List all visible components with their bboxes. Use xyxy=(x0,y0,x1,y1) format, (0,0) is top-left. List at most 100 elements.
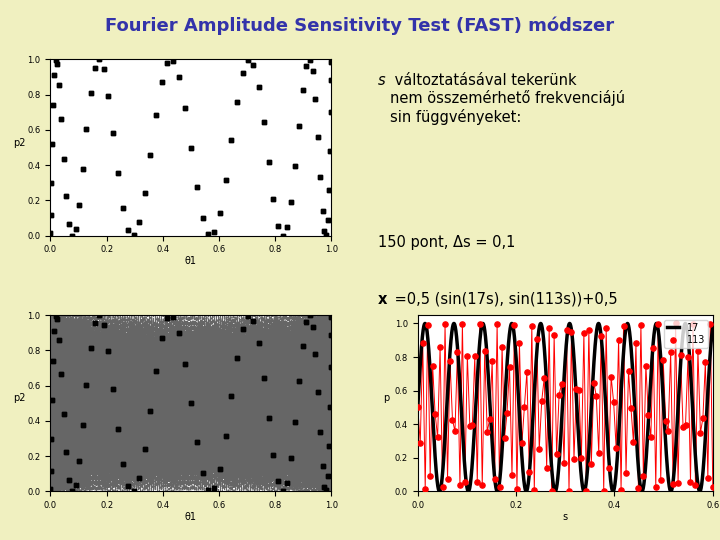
Point xyxy=(45,485,56,494)
17 xyxy=(539,338,548,344)
Point xyxy=(300,318,312,326)
Point xyxy=(133,474,145,482)
113 xyxy=(561,326,572,335)
Point xyxy=(304,55,315,64)
Point xyxy=(55,114,67,123)
Point xyxy=(293,377,305,386)
Point xyxy=(117,204,129,212)
Point xyxy=(320,231,332,239)
113 xyxy=(642,410,654,419)
Point xyxy=(48,327,60,335)
113 xyxy=(534,444,545,453)
Point xyxy=(77,165,89,174)
Point xyxy=(320,231,332,239)
Point xyxy=(48,71,60,79)
Point xyxy=(272,221,284,230)
Text: =0,5 (sin(17s), sin(113s))+0,5: =0,5 (sin(17s), sin(113s))+0,5 xyxy=(390,292,617,307)
Point xyxy=(46,395,58,404)
Point xyxy=(52,315,63,323)
Point xyxy=(226,136,238,145)
113 xyxy=(645,432,657,441)
Point xyxy=(237,325,248,333)
Point xyxy=(52,59,63,68)
Point xyxy=(45,211,56,220)
113 xyxy=(695,428,706,437)
Point xyxy=(315,172,326,181)
Point xyxy=(133,218,145,226)
113 xyxy=(657,356,669,364)
Point xyxy=(263,414,274,422)
113 xyxy=(429,409,441,418)
Point xyxy=(237,69,248,77)
Point xyxy=(258,374,269,382)
Text: változtatásával tekerünk
nem összemérhető frekvenciájú
sin függvényeket:: változtatásával tekerünk nem összemérhet… xyxy=(390,73,626,125)
113 xyxy=(650,482,662,491)
Point xyxy=(55,114,67,123)
Point xyxy=(215,209,226,218)
Point xyxy=(81,125,92,133)
Point xyxy=(226,392,238,400)
Point xyxy=(324,403,336,411)
113 xyxy=(415,438,426,447)
113 xyxy=(539,374,550,382)
Point xyxy=(310,94,321,103)
Point xyxy=(310,94,321,103)
Point xyxy=(94,311,105,320)
Point xyxy=(89,64,101,72)
Point xyxy=(73,456,85,465)
Point xyxy=(174,73,185,82)
Point xyxy=(70,225,81,233)
Point xyxy=(289,161,301,170)
Point xyxy=(300,62,312,71)
Point xyxy=(168,312,179,321)
113 xyxy=(625,404,636,413)
Point xyxy=(231,98,243,106)
Point xyxy=(286,198,297,207)
Point xyxy=(209,228,220,237)
Point xyxy=(63,475,75,484)
Text: x: x xyxy=(378,292,387,307)
Point xyxy=(315,428,326,436)
Point xyxy=(185,143,197,152)
Point xyxy=(185,399,197,408)
Line: 17: 17 xyxy=(418,323,713,491)
Point xyxy=(60,192,72,201)
113 xyxy=(420,484,431,493)
113 xyxy=(563,487,575,496)
113 xyxy=(608,398,619,407)
Point xyxy=(286,454,297,462)
113 xyxy=(652,320,664,328)
Point xyxy=(319,483,330,491)
Point xyxy=(263,158,274,166)
113 xyxy=(647,343,659,352)
113 xyxy=(531,335,543,343)
Point xyxy=(231,353,243,362)
Point xyxy=(85,344,96,353)
17 xyxy=(464,488,473,494)
Point xyxy=(50,56,61,65)
Y-axis label: p: p xyxy=(383,393,390,403)
Point xyxy=(282,223,293,232)
Point xyxy=(179,360,191,368)
113 xyxy=(546,487,557,495)
Point xyxy=(94,55,105,64)
Point xyxy=(63,475,75,484)
Point xyxy=(320,486,332,495)
Point xyxy=(220,176,232,184)
Point xyxy=(179,104,191,113)
Point xyxy=(156,333,168,342)
Point xyxy=(47,101,58,110)
Point xyxy=(272,221,284,230)
Point xyxy=(112,424,124,433)
Point xyxy=(209,484,220,492)
Point xyxy=(323,441,335,450)
Point xyxy=(289,417,301,426)
113 xyxy=(568,455,580,463)
Point xyxy=(53,336,65,345)
Point xyxy=(191,183,202,191)
113 xyxy=(467,421,478,430)
Point xyxy=(45,467,56,476)
Point xyxy=(322,471,333,480)
Point xyxy=(325,107,336,116)
113 xyxy=(496,342,508,351)
